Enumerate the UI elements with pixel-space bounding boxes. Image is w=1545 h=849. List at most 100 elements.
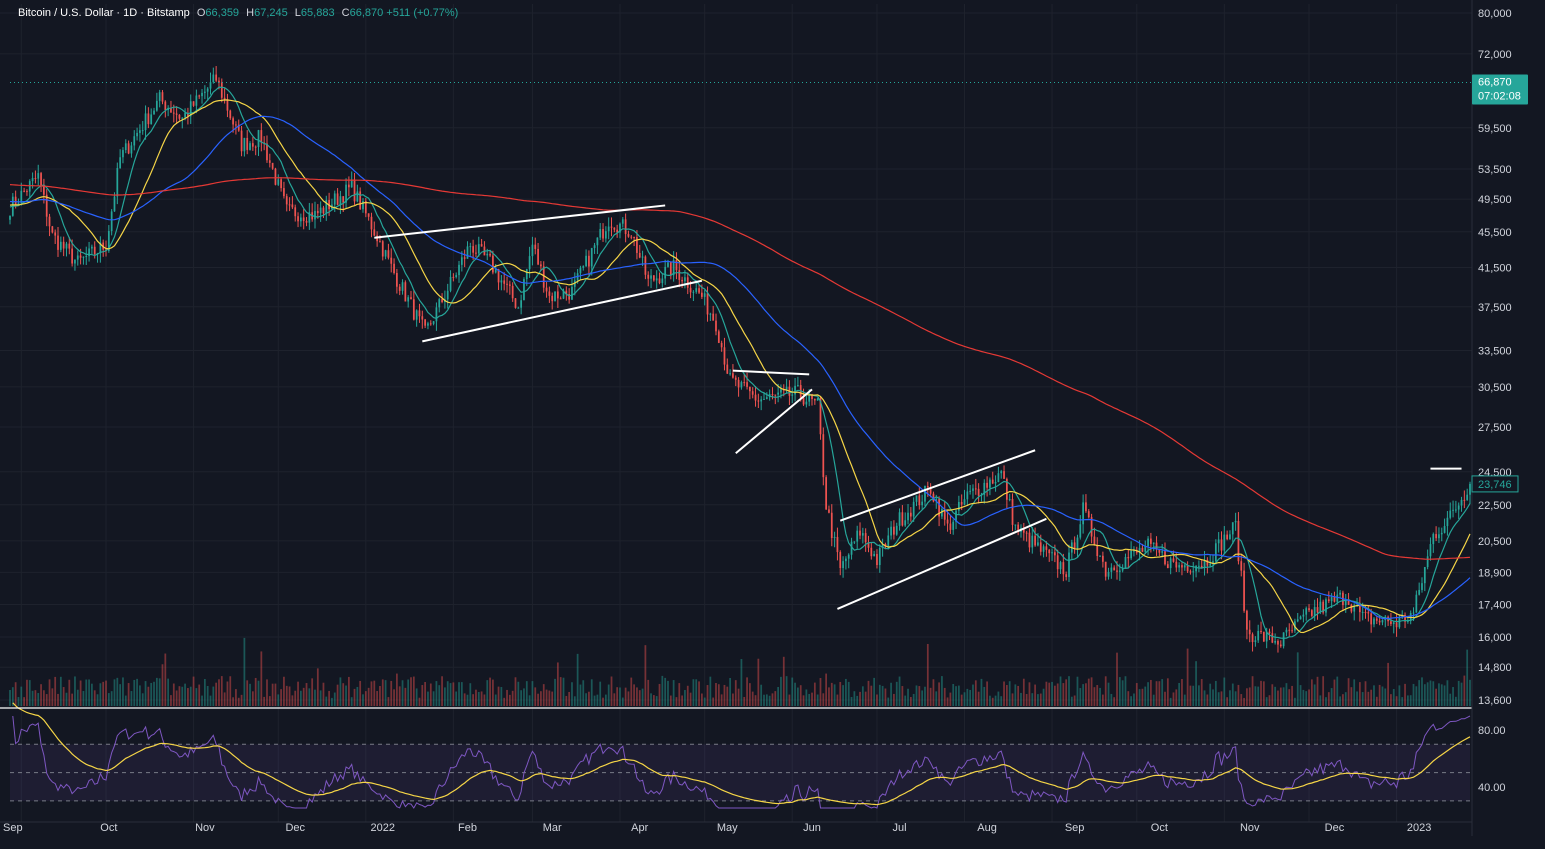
time-tick-label: Jul [893, 822, 907, 834]
candle-body [438, 299, 441, 308]
volume-bar [1370, 689, 1373, 706]
volume-bar [559, 677, 562, 706]
volume-bar [686, 685, 689, 706]
candle-body [76, 255, 79, 260]
volume-bar [390, 680, 393, 706]
candle-body [460, 257, 463, 265]
candle-body [74, 259, 76, 264]
volume-bar [870, 685, 873, 706]
volume-bar [1234, 691, 1237, 706]
candle-body [1274, 640, 1277, 643]
candle-body [1127, 557, 1130, 559]
candle-body [791, 394, 794, 396]
candle-body [418, 310, 421, 317]
candle-body [237, 124, 240, 131]
volume-bar [370, 681, 373, 706]
candle-body [994, 482, 997, 484]
volume-bar [486, 680, 489, 706]
candle-body [571, 286, 573, 300]
volume-bar [621, 697, 624, 706]
volume-bar [1065, 679, 1068, 706]
time-tick-label: Sep [1065, 822, 1085, 834]
volume-bar [1423, 684, 1426, 706]
volume-bar [1429, 680, 1432, 706]
volume-bar [994, 695, 997, 706]
trendlines[interactable] [374, 204, 1462, 610]
volume-bar [96, 694, 99, 706]
rsi-tick-label: 40.00 [1478, 782, 1506, 794]
volume-bar [319, 690, 322, 706]
volume-bar [415, 688, 418, 706]
volume-bar [421, 685, 424, 706]
candle-body [1457, 505, 1460, 510]
volume-bar [500, 687, 503, 706]
price-tick-label: 14,800 [1478, 662, 1512, 674]
volume-bar [229, 676, 232, 706]
volume-bar [551, 691, 554, 706]
trendline [735, 388, 813, 455]
volume-bar [1121, 680, 1124, 706]
volume-bar [859, 691, 861, 706]
candle-body [1099, 555, 1101, 557]
symbol-title[interactable]: Bitcoin / U.S. Dollar · 1D · Bitstamp [18, 7, 190, 19]
candle-body [288, 204, 291, 206]
candle-body [1087, 511, 1090, 518]
candle-body [178, 114, 181, 119]
volume-bar [972, 684, 974, 706]
candle-body [62, 241, 65, 249]
candle-body [881, 543, 884, 548]
volume-bar [1446, 680, 1449, 706]
volume-bar [209, 695, 212, 706]
candle-body [364, 201, 367, 214]
volume-bar [723, 684, 726, 706]
volume-bar [746, 677, 748, 706]
candle-body [534, 244, 537, 249]
candle-body [367, 213, 370, 217]
candle-body [638, 252, 641, 258]
candle-body [1195, 566, 1197, 572]
volume-bar [808, 693, 811, 706]
candle-body [1017, 524, 1020, 533]
volume-bar [367, 687, 370, 706]
candle-body [1404, 614, 1406, 622]
volume-bar [929, 687, 932, 706]
candle-body [991, 479, 994, 484]
candle-body [1327, 599, 1330, 602]
volume-bar [345, 685, 347, 706]
candle-body [181, 117, 184, 119]
candle-body [1308, 608, 1310, 611]
candle-body [743, 382, 746, 384]
candle-body [805, 401, 808, 405]
candle-body [909, 512, 912, 517]
volume-bar [531, 681, 534, 706]
price-tick-label: 59,500 [1478, 123, 1512, 135]
candle-body [170, 108, 172, 113]
price-tick-label: 30,500 [1478, 382, 1512, 394]
candle-body [1260, 630, 1262, 632]
volume-bar [977, 691, 980, 706]
candle-body [952, 521, 955, 530]
volume-bar [989, 695, 991, 706]
volume-bar [593, 695, 596, 706]
volume-bar [701, 693, 703, 706]
candle-body [1325, 599, 1327, 613]
candle-body [175, 113, 178, 115]
candle-body [1271, 633, 1274, 643]
volume-bar [717, 684, 720, 706]
candle-body [839, 552, 842, 569]
volume-bar [782, 656, 785, 706]
volume-bar [1291, 685, 1293, 706]
chart-grid [0, 4, 1472, 822]
candle-body [1107, 571, 1110, 577]
candle-body [153, 110, 155, 115]
candle-body [48, 216, 51, 227]
volume-bar [1325, 697, 1327, 706]
open-label: O [196, 7, 206, 19]
candle-body [720, 342, 723, 348]
candle-body [997, 473, 1000, 483]
volume-bar [1409, 695, 1412, 706]
volume-bar [568, 691, 571, 706]
volume-bar [260, 651, 263, 706]
candle-body [1059, 562, 1062, 570]
